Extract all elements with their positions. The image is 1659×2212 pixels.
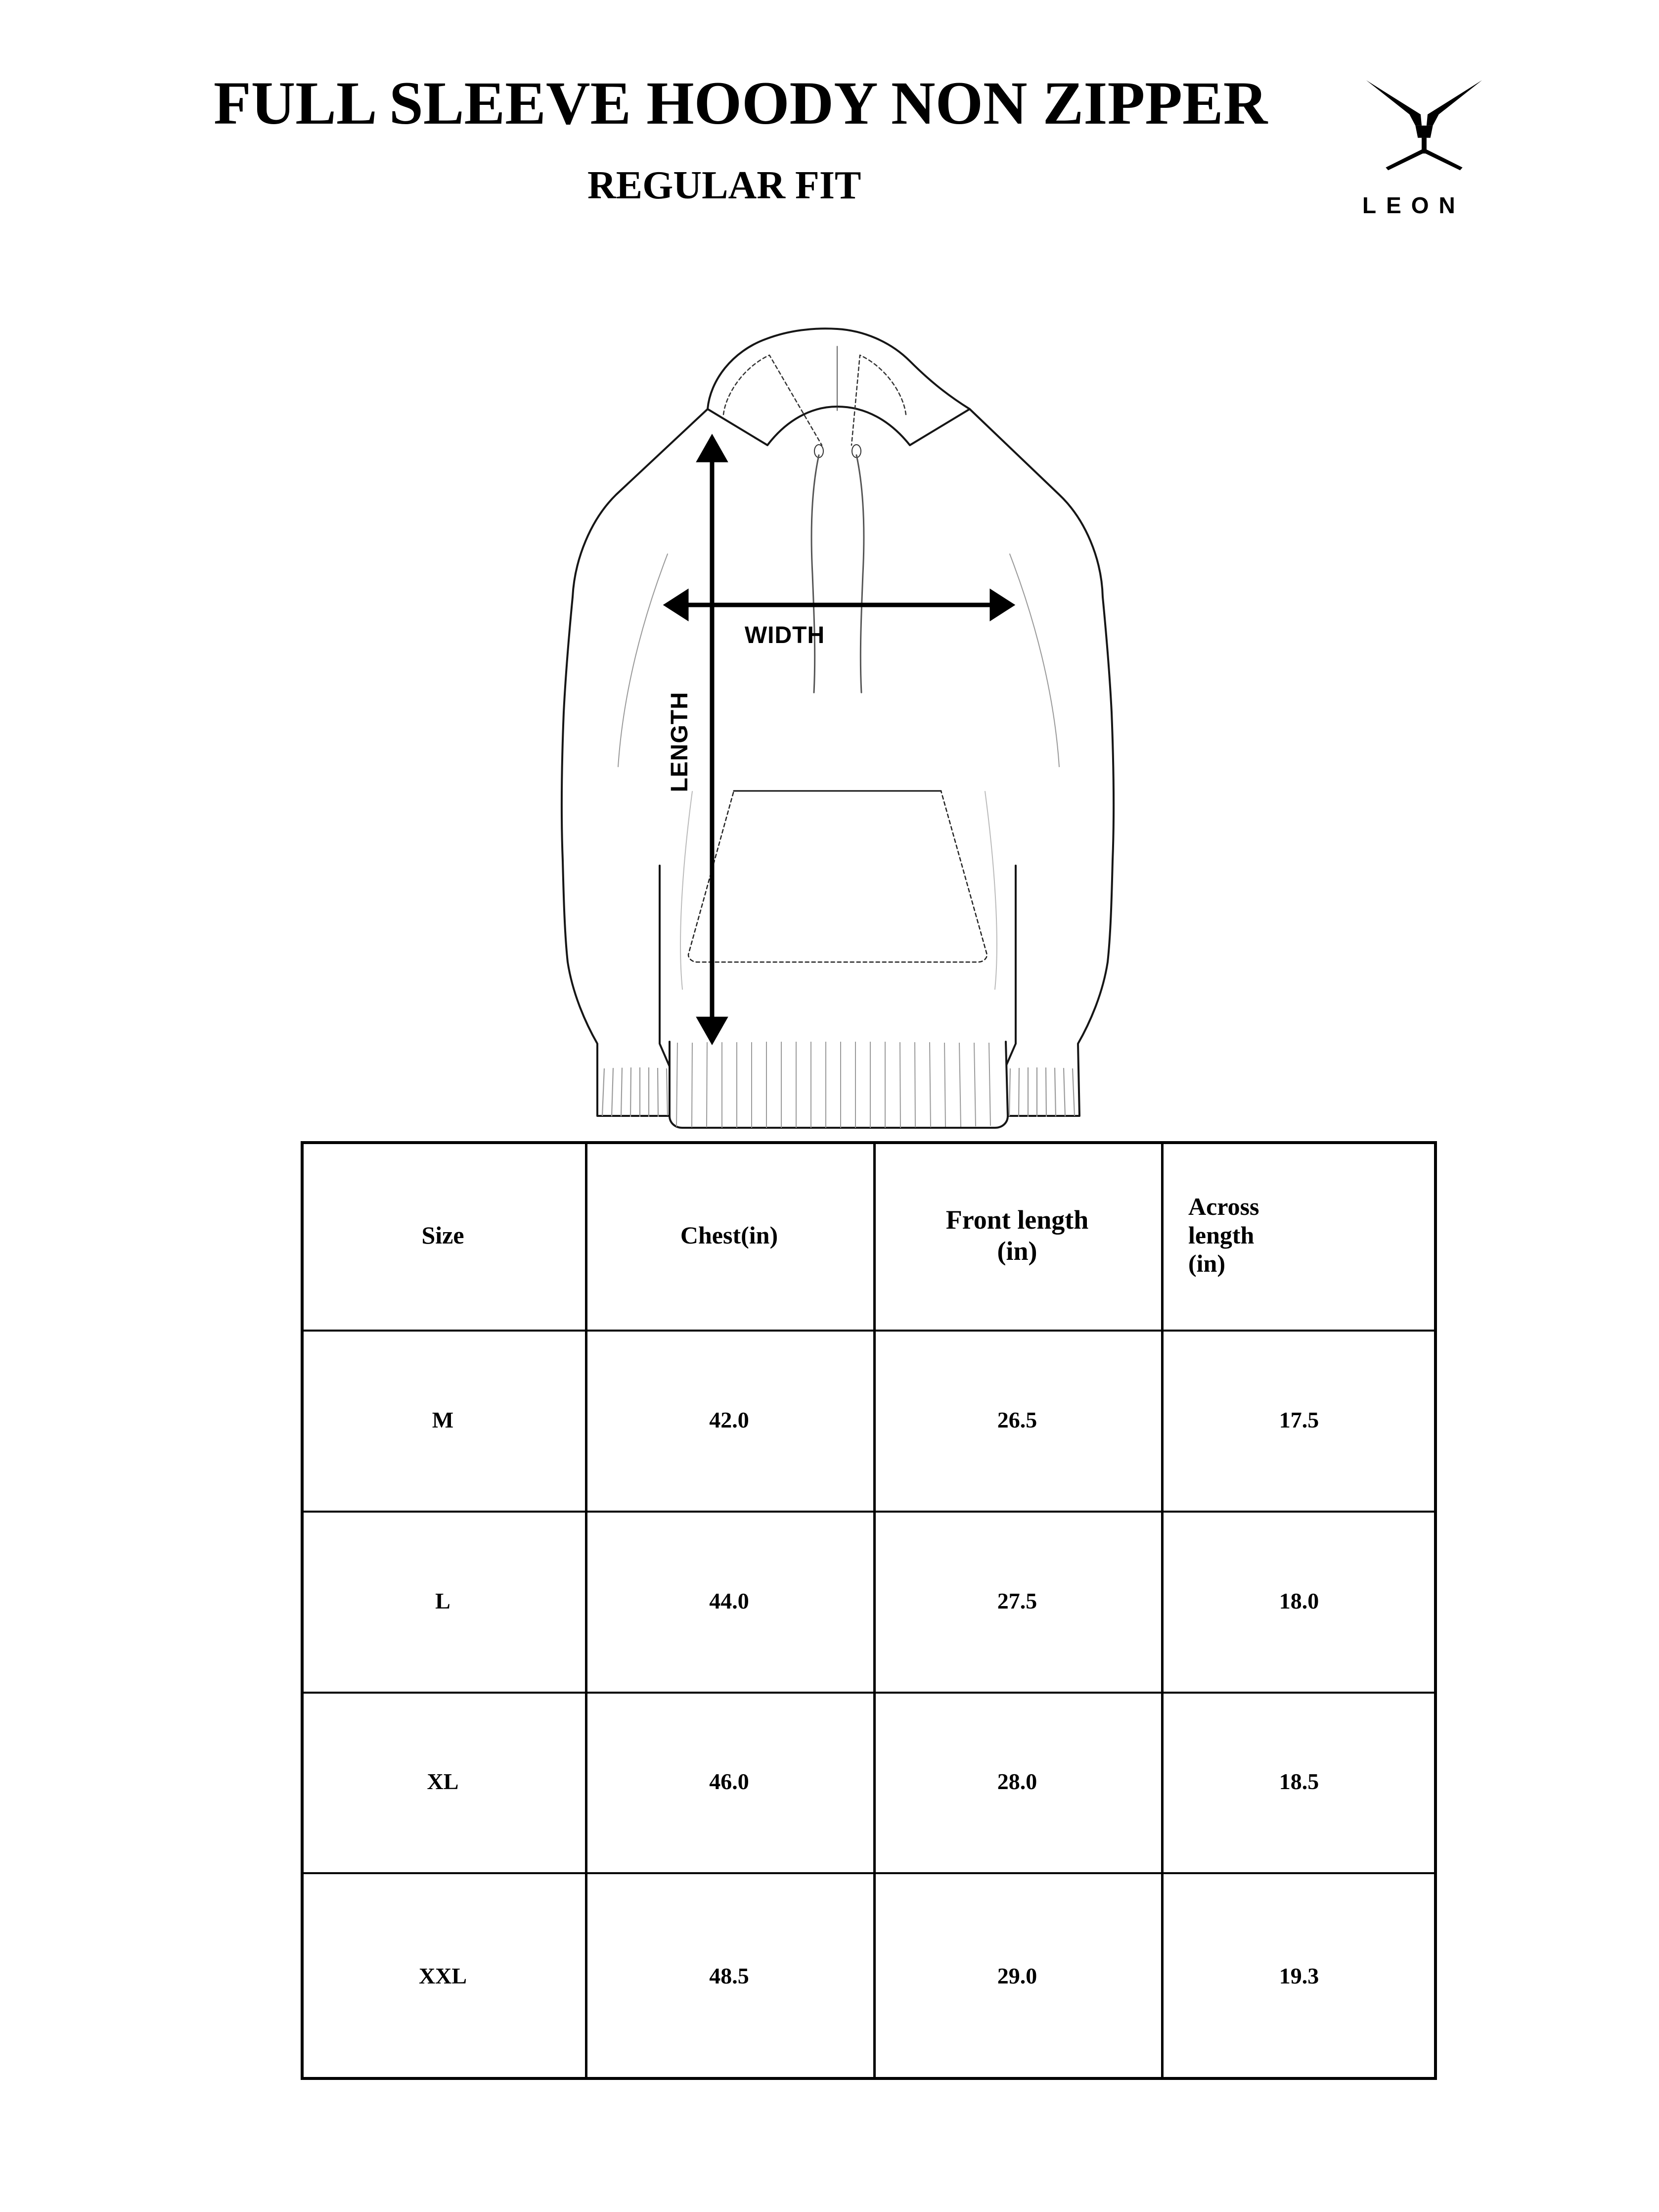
svg-text:LENGTH: LENGTH — [667, 691, 693, 792]
svg-text:WIDTH: WIDTH — [745, 622, 825, 648]
